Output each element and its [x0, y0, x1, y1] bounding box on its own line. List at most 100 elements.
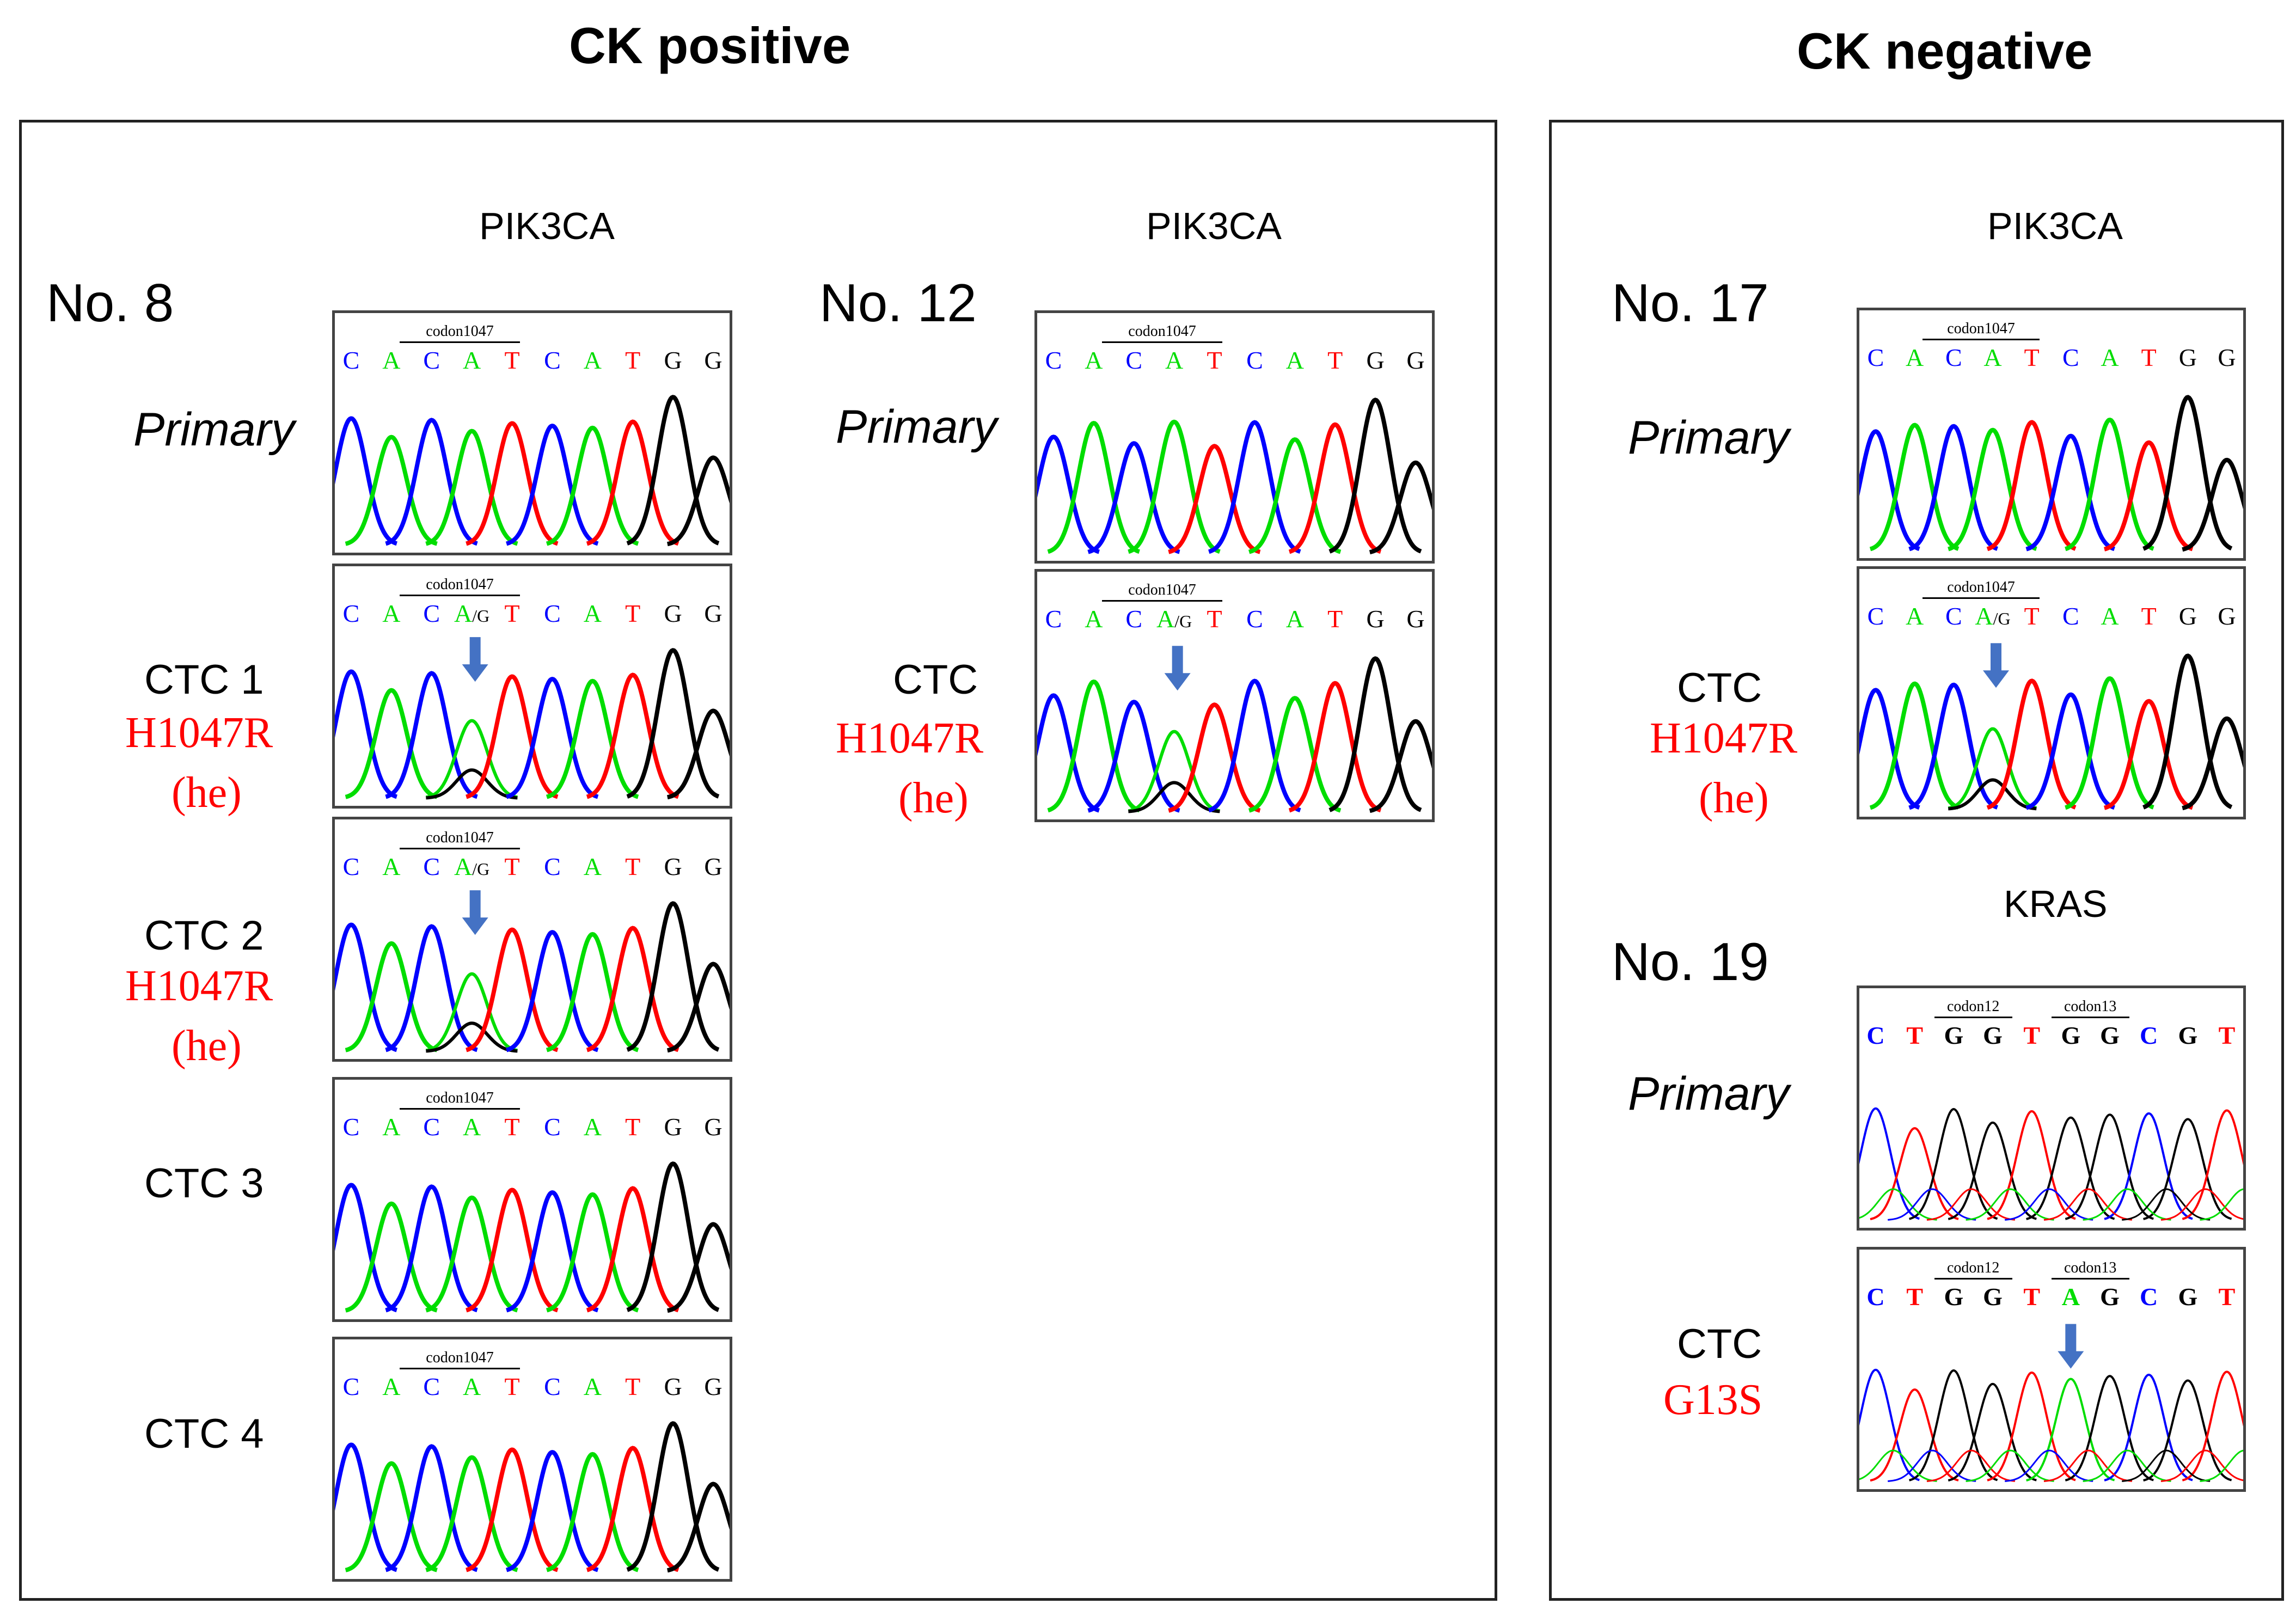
- chromatogram-no19-ctc: codon12 codon13 C T G G T A G C G T: [1857, 1247, 2246, 1492]
- base-call: G: [664, 1373, 682, 1400]
- peak-T: [1168, 702, 1261, 813]
- peak-G: [1948, 778, 2037, 811]
- trace-plot: [335, 395, 730, 547]
- peak-G: [667, 708, 730, 800]
- base-call: G: [2178, 1283, 2198, 1311]
- codon-label: codon1047: [1128, 582, 1196, 598]
- ck-negative-panel: [1549, 120, 2284, 1601]
- gene-label-no12: PIK3CA: [1146, 205, 1282, 247]
- chromatogram-no8-ctc3: codon1047 C A C A T C A T G G: [332, 1077, 732, 1322]
- peak-T: [1987, 1110, 2076, 1220]
- peak-T: [466, 421, 559, 546]
- minor-peak-C: [2005, 1188, 2093, 1221]
- minor-peak-T: [2160, 1188, 2243, 1221]
- base-call: C: [1125, 605, 1143, 633]
- minor-peak-A: [1859, 1188, 1937, 1221]
- peak-T: [586, 926, 679, 1052]
- base-call: C: [1866, 1021, 1885, 1049]
- codon-underline: [1922, 339, 2040, 340]
- peak-T: [2182, 1370, 2243, 1482]
- peak-A: [2065, 417, 2154, 552]
- peak-G: [1128, 781, 1220, 813]
- base-call: T: [1327, 346, 1343, 374]
- peak-C: [385, 924, 478, 1052]
- base-call: G: [704, 853, 723, 880]
- mutation-no8-ctc2: H1047R: [125, 962, 273, 1010]
- base-call: A/G: [1156, 605, 1192, 633]
- peak-A: [1948, 427, 2037, 552]
- base-call: A: [1983, 344, 2002, 371]
- ck-positive-header: CK positive: [569, 17, 851, 74]
- minor-peak-A: [2200, 1449, 2243, 1482]
- peak-T: [1168, 444, 1261, 554]
- peak-A: [425, 972, 518, 1052]
- peak-A: [425, 1195, 518, 1313]
- base-call: T: [504, 853, 520, 880]
- sample-label-no17-ctc: CTC: [1677, 665, 1762, 711]
- base-call: C: [1867, 602, 1884, 630]
- codon-underline: [399, 1368, 521, 1369]
- peak-C: [1037, 434, 1100, 554]
- peak-C: [506, 1449, 599, 1572]
- peak-G: [1328, 656, 1422, 812]
- base-call: T: [625, 346, 641, 374]
- base-call: G: [1406, 605, 1425, 633]
- codon-label: codon1047: [1947, 579, 2015, 596]
- peak-G: [2143, 1379, 2232, 1482]
- minor-peak-T: [2160, 1449, 2243, 1482]
- base-call: A: [382, 1113, 401, 1141]
- base-call: A: [1906, 344, 1924, 371]
- peak-G: [626, 395, 720, 546]
- base-call: T: [625, 1373, 641, 1400]
- base-call: A: [583, 346, 602, 374]
- codon-underline: [399, 341, 521, 343]
- base-call: A: [2101, 344, 2119, 371]
- peak-T: [1870, 1127, 1959, 1221]
- peak-G: [1369, 719, 1432, 813]
- base-call: A: [1085, 605, 1103, 633]
- minor-peak-A: [1859, 1449, 1937, 1482]
- peak-C: [1908, 682, 1998, 810]
- base-call: C: [2062, 344, 2079, 371]
- base-call: T: [1906, 1021, 1923, 1049]
- peak-C: [1087, 700, 1180, 813]
- base-call: G: [2100, 1283, 2120, 1311]
- base-call: G: [2178, 602, 2197, 630]
- peak-G: [667, 962, 730, 1053]
- mutation-no12-ctc: H1047R: [836, 714, 984, 762]
- codon-label: codon12: [1946, 1259, 2000, 1276]
- minor-peak-A: [2083, 1449, 2171, 1482]
- zygosity-no8-ctc1: (he): [172, 769, 242, 817]
- base-call: G: [1983, 1283, 2003, 1311]
- base-call: G: [664, 1113, 682, 1141]
- chromatogram-no12-primary: codon1047 C A C A T C A T G G: [1034, 310, 1435, 564]
- base-call: C: [342, 853, 360, 880]
- minor-peak-T: [2043, 1188, 2133, 1221]
- base-call: C: [423, 1373, 440, 1400]
- peak-G: [2065, 1113, 2154, 1220]
- base-call: G: [1406, 346, 1425, 374]
- peak-C: [1859, 1368, 1920, 1482]
- peak-A: [1128, 419, 1221, 554]
- mutation-arrow-icon: [462, 637, 488, 682]
- mutation-no19-ctc: G13S: [1663, 1376, 1763, 1424]
- peak-G: [2182, 457, 2243, 552]
- minor-peak-T: [1926, 1188, 2016, 1221]
- codon-label: codon13: [2064, 998, 2117, 1015]
- base-call: T: [1207, 346, 1222, 374]
- peak-A: [1869, 681, 1960, 810]
- sample-label-no8-ctc3: CTC 3: [144, 1160, 264, 1207]
- codon-underline: [1934, 1278, 2012, 1280]
- base-call: C: [1945, 602, 1962, 630]
- peak-T: [1986, 678, 2077, 810]
- case-label-no19: No. 19: [1612, 932, 1769, 991]
- peak-G: [626, 648, 720, 799]
- base-call: T: [2024, 344, 2040, 371]
- base-call: G: [704, 599, 723, 627]
- chromatogram-no8-primary: codon1047 C A C A T C A T G G: [332, 310, 732, 555]
- peak-A: [425, 429, 518, 546]
- base-call: C: [342, 599, 360, 627]
- peak-T: [1288, 681, 1382, 813]
- base-call: C: [1125, 346, 1143, 374]
- peak-A: [1128, 730, 1220, 813]
